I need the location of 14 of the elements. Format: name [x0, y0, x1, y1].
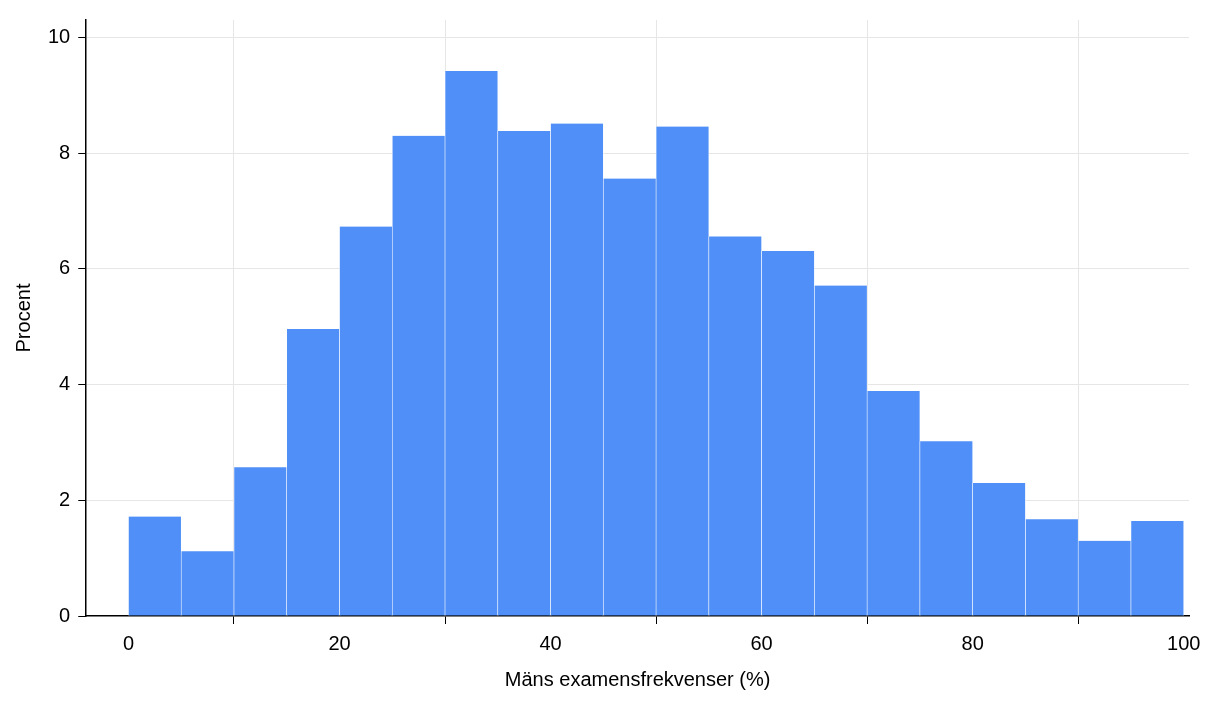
x-tick-label: 20 — [328, 631, 351, 654]
x-axis-title: Mäns examensfrekvenser (%) — [504, 667, 771, 690]
y-tick-label: 6 — [59, 256, 71, 279]
x-tick-label: 100 — [1167, 631, 1201, 654]
x-tick-label: 60 — [750, 631, 773, 654]
y-tick-label: 8 — [59, 140, 71, 163]
y-axis-title: Procent — [11, 283, 34, 353]
x-tick-label: 0 — [122, 631, 135, 654]
y-tick-label: 2 — [59, 487, 71, 510]
y-tick-label: 0 — [59, 603, 71, 626]
y-tick-label: 4 — [59, 372, 71, 395]
x-tick-label: 80 — [961, 631, 984, 654]
x-tick-label: 40 — [539, 631, 562, 654]
y-tick-label: 10 — [48, 24, 71, 47]
